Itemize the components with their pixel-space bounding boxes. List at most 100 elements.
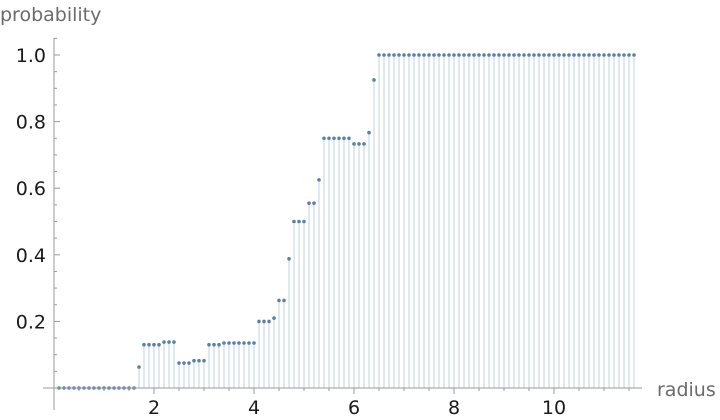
data-point <box>452 53 456 57</box>
data-point <box>507 53 511 57</box>
data-point <box>437 53 441 57</box>
x-axis-title: radius <box>657 379 716 401</box>
data-point <box>432 53 436 57</box>
data-point <box>532 53 536 57</box>
data-point <box>167 340 171 344</box>
data-point <box>632 53 636 57</box>
data-points <box>57 53 636 390</box>
data-point <box>332 136 336 141</box>
data-point <box>592 53 596 57</box>
data-point <box>367 130 371 135</box>
data-point <box>152 342 156 347</box>
data-point <box>402 53 406 57</box>
data-point <box>147 342 151 347</box>
data-point <box>347 136 351 141</box>
data-point <box>252 341 256 345</box>
data-point <box>317 178 321 182</box>
data-point <box>382 53 386 57</box>
data-point <box>217 342 221 347</box>
y-tick-label: 0.6 <box>16 178 46 200</box>
data-point <box>372 78 376 82</box>
data-point <box>562 53 566 57</box>
data-point <box>467 53 471 57</box>
data-point <box>187 361 191 365</box>
data-point <box>412 53 416 57</box>
data-point <box>542 53 546 57</box>
data-point <box>342 136 346 141</box>
data-point <box>232 341 236 345</box>
data-point <box>242 341 246 345</box>
x-tick-label: 8 <box>448 397 460 419</box>
data-point <box>462 53 466 57</box>
data-point <box>302 219 306 224</box>
data-point <box>262 319 266 324</box>
data-point <box>477 53 481 57</box>
data-point <box>177 361 181 365</box>
data-point <box>297 219 301 224</box>
data-point <box>227 341 231 345</box>
data-point <box>292 219 296 224</box>
data-point <box>272 316 276 320</box>
data-point <box>357 142 361 146</box>
data-point <box>572 53 576 57</box>
data-point <box>222 341 226 345</box>
data-point <box>492 53 496 57</box>
data-point <box>622 53 626 57</box>
data-point <box>557 53 561 57</box>
data-point <box>237 341 241 345</box>
data-point <box>482 53 486 57</box>
data-point <box>212 342 216 347</box>
data-point <box>392 53 396 57</box>
data-point <box>377 53 381 57</box>
data-point <box>197 358 201 363</box>
data-point <box>512 53 516 57</box>
x-ticks: 2 4 6 8 10 <box>78 388 630 419</box>
data-point <box>162 340 166 344</box>
data-point <box>472 53 476 57</box>
data-point <box>617 53 621 57</box>
data-point <box>607 53 611 57</box>
data-point <box>397 53 401 57</box>
data-point <box>157 342 161 347</box>
x-tick-label: 10 <box>542 397 566 419</box>
y-axis-title: probability <box>0 4 101 26</box>
data-point <box>202 358 206 363</box>
data-point <box>422 53 426 57</box>
data-point <box>417 53 421 57</box>
y-tick-label: 0.4 <box>16 245 46 267</box>
stem-lines <box>138 55 635 388</box>
data-point <box>457 53 461 57</box>
data-point <box>627 53 631 57</box>
data-point <box>567 53 571 57</box>
data-point <box>527 53 531 57</box>
data-point <box>547 53 551 57</box>
data-point <box>447 53 451 57</box>
y-tick-label: 1.0 <box>16 45 46 67</box>
data-point <box>257 319 261 324</box>
data-point <box>322 136 326 141</box>
data-point <box>277 298 281 303</box>
y-tick-label: 0.8 <box>16 112 46 134</box>
x-tick-label: 2 <box>148 397 160 419</box>
data-point <box>287 256 291 261</box>
data-point <box>427 53 431 57</box>
data-point <box>137 365 141 369</box>
data-point <box>577 53 581 57</box>
data-point <box>337 136 341 141</box>
data-point <box>247 341 251 345</box>
data-point <box>587 53 591 57</box>
data-point <box>597 53 601 57</box>
data-point <box>172 340 176 344</box>
y-tick-label: 0.2 <box>16 311 46 333</box>
data-point <box>267 319 271 324</box>
data-point <box>312 201 316 205</box>
data-point <box>207 342 211 347</box>
data-point <box>522 53 526 57</box>
data-point <box>387 53 391 57</box>
y-ticks: 0.2 0.4 0.6 0.8 1.0 <box>16 37 60 372</box>
data-point <box>362 142 366 146</box>
data-point <box>192 358 196 363</box>
data-point <box>142 342 146 347</box>
x-tick-label: 4 <box>248 397 260 419</box>
data-point <box>497 53 501 57</box>
